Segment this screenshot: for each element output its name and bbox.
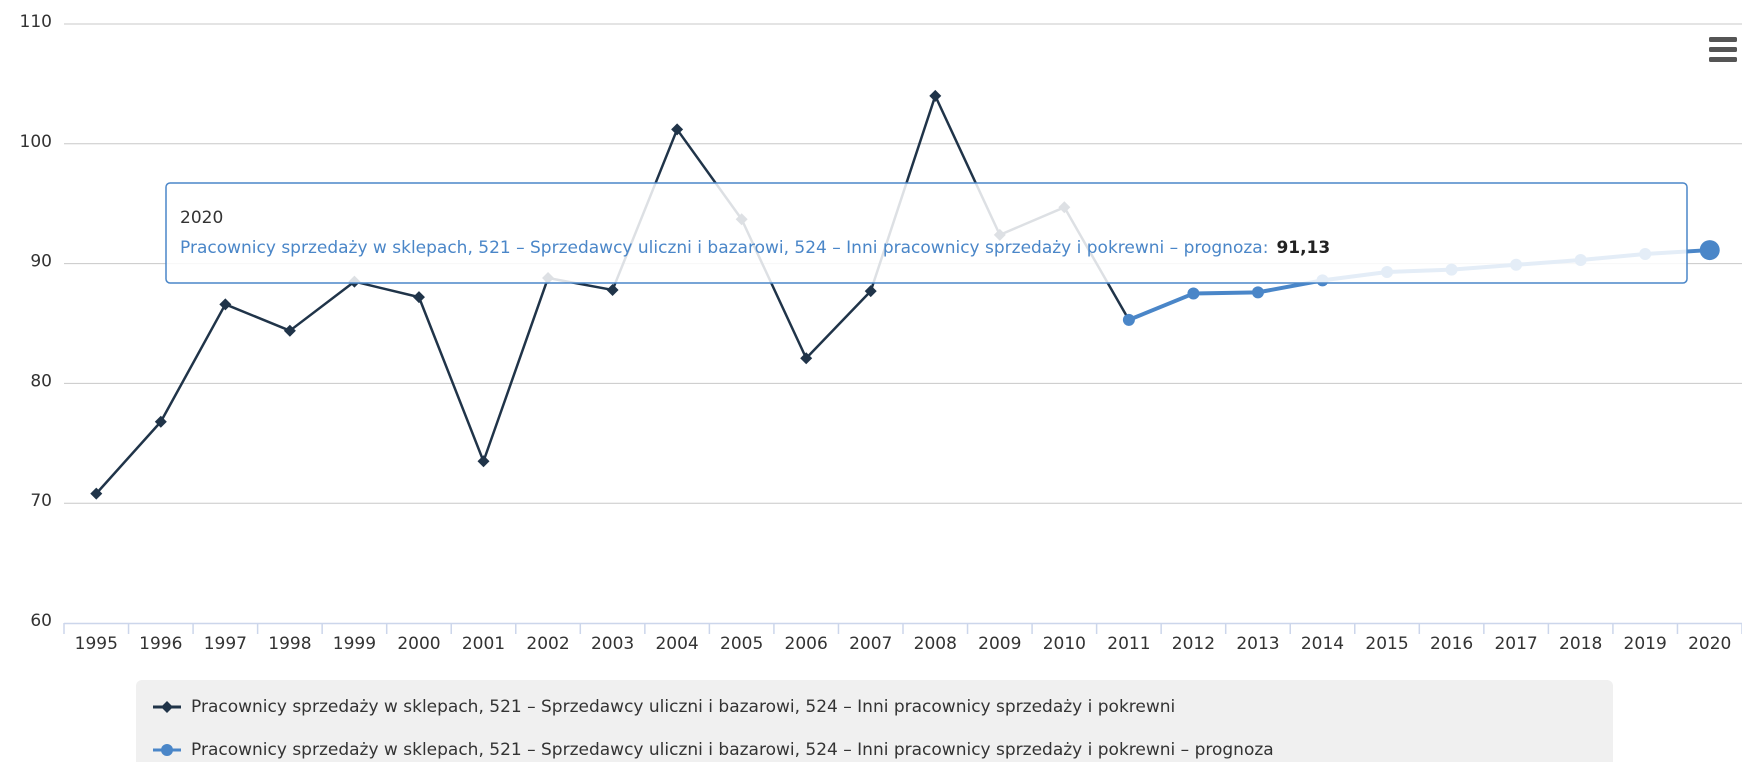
x-tick-label: 2018 — [1559, 634, 1602, 654]
menu-button[interactable] — [1709, 37, 1737, 62]
point-marker — [161, 701, 173, 713]
tooltip-value: 91,13 — [1276, 238, 1330, 258]
point-marker — [283, 324, 296, 337]
menu-bar — [1709, 47, 1737, 52]
x-tick-label: 2015 — [1365, 634, 1408, 654]
point-marker — [1699, 240, 1720, 261]
point-marker — [154, 415, 167, 428]
point-marker — [1187, 287, 1200, 300]
point-marker — [671, 123, 684, 136]
legend-box — [136, 680, 1613, 762]
x-tick-label: 2009 — [978, 634, 1021, 654]
x-tick-label: 1997 — [204, 634, 247, 654]
x-tick-label: 2016 — [1430, 634, 1473, 654]
y-tick-label: 100 — [20, 132, 52, 152]
x-tick-label: 2006 — [785, 634, 828, 654]
y-tick-label: 80 — [30, 371, 52, 391]
x-tick-label: 2002 — [526, 634, 569, 654]
x-tick-label: 2000 — [397, 634, 440, 654]
tooltip-series-name: Pracownicy sprzedaży w sklepach, 521 – S… — [180, 238, 1268, 258]
x-tick-label: 2012 — [1172, 634, 1215, 654]
x-tick-label: 2001 — [462, 634, 505, 654]
menu-bar — [1709, 57, 1737, 62]
x-tick-label: 2007 — [849, 634, 892, 654]
point-marker — [929, 89, 942, 102]
x-tick-label: 1995 — [75, 634, 118, 654]
tooltip-box — [165, 182, 1688, 284]
x-tick-label: 2019 — [1624, 634, 1667, 654]
y-tick-label: 90 — [30, 252, 52, 272]
x-tick-label: 2008 — [914, 634, 957, 654]
y-tick-label: 110 — [20, 12, 52, 32]
x-tick-label: 2013 — [1236, 634, 1279, 654]
point-marker — [161, 744, 173, 756]
point-marker — [1122, 313, 1135, 326]
x-tick-label: 2011 — [1107, 634, 1150, 654]
point-marker — [606, 283, 619, 296]
x-tick-label: 2014 — [1301, 634, 1344, 654]
point-marker — [1251, 286, 1264, 299]
x-tick-label: 2017 — [1494, 634, 1537, 654]
x-tick-label: 2020 — [1688, 634, 1731, 654]
y-tick-label: 70 — [30, 491, 52, 511]
x-tick-label: 1996 — [139, 634, 182, 654]
x-tick-label: 1999 — [333, 634, 376, 654]
tooltip: 2020 Pracownicy sprzedaży w sklepach, 521… — [165, 182, 1688, 284]
tooltip-header: 2020 — [180, 208, 223, 228]
x-tick-label: 2003 — [591, 634, 634, 654]
menu-bar — [1709, 37, 1737, 42]
point-marker — [800, 352, 813, 365]
x-tick-label: 2010 — [1043, 634, 1086, 654]
point-marker — [219, 298, 232, 311]
x-tick-label: 1998 — [268, 634, 311, 654]
tooltip-text: Pracownicy sprzedaży w sklepach, 521 – S… — [180, 238, 1330, 258]
y-tick-label: 60 — [30, 611, 52, 631]
legend-label: Pracownicy sprzedaży w sklepach, 521 – S… — [191, 740, 1274, 760]
legend-label: Pracownicy sprzedaży w sklepach, 521 – S… — [191, 697, 1175, 717]
x-tick-label: 2005 — [720, 634, 763, 654]
x-tick-label: 2004 — [655, 634, 698, 654]
point-marker — [90, 487, 103, 500]
point-marker — [864, 285, 877, 298]
point-marker — [412, 291, 425, 304]
point-marker — [477, 455, 490, 468]
